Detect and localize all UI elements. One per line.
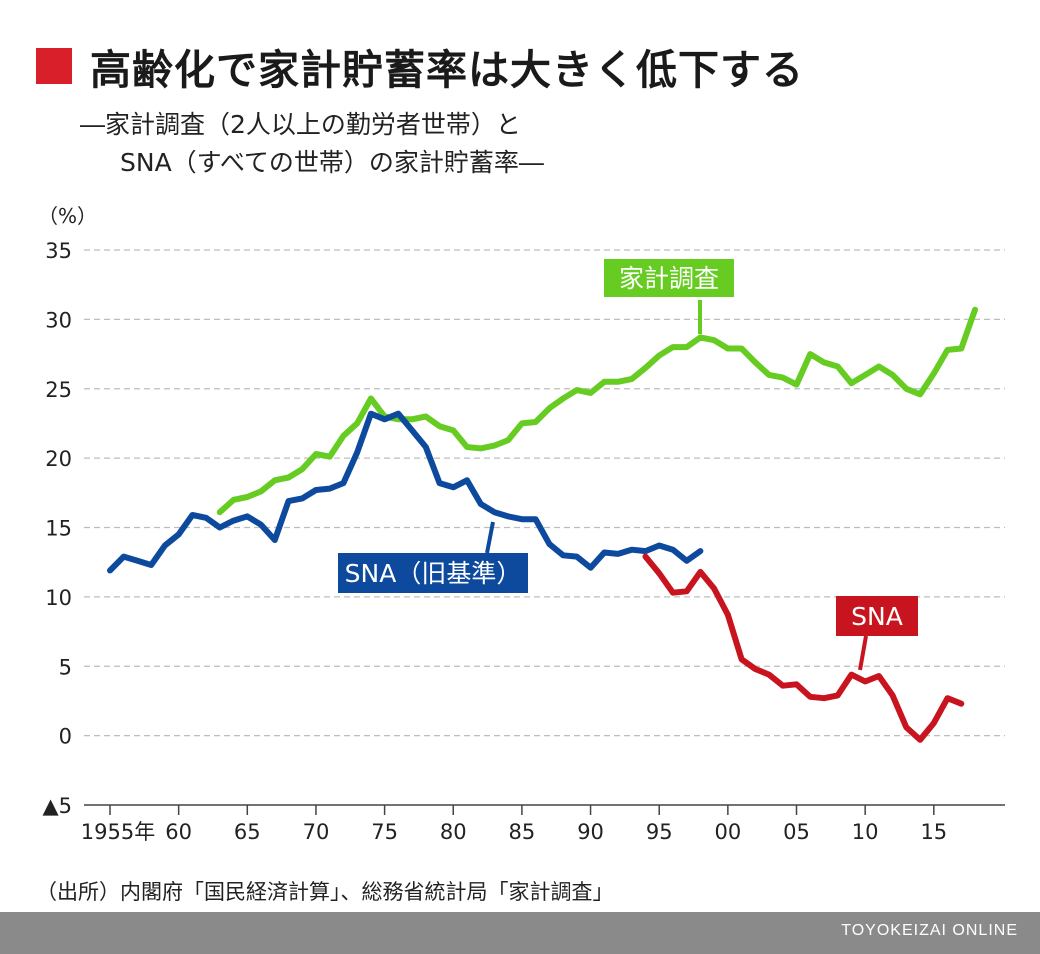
source-note: （出所）内閣府「国民経済計算」、総務省統計局「家計調査」	[36, 880, 614, 904]
y-tick-label: 30	[45, 308, 72, 332]
series-label-box	[604, 259, 734, 297]
title-marker	[36, 48, 72, 84]
y-tick-label: 20	[45, 447, 72, 471]
chart-title: 高齢化で家計貯蓄率は大きく低下する	[90, 46, 804, 94]
x-tick-label: 80	[440, 820, 467, 844]
series-label-box	[836, 596, 918, 636]
y-tick-label: 25	[45, 378, 72, 402]
y-axis-unit: （%）	[38, 204, 97, 228]
title-block: 高齢化で家計貯蓄率は大きく低下する	[36, 36, 804, 96]
y-tick-label: 15	[45, 517, 72, 541]
x-tick-label: 05	[783, 820, 810, 844]
series-line	[642, 553, 965, 743]
y-tick-label: 5	[59, 655, 72, 679]
x-tick-label: 65	[234, 820, 261, 844]
subtitle-line-2: SNA（すべての世帯）の家計貯蓄率―	[120, 148, 544, 177]
subtitle-line-1: ―家計調査（2人以上の勤労者世帯）と	[80, 110, 521, 139]
series-label-box	[338, 553, 528, 593]
x-tick-label: 85	[509, 820, 536, 844]
x-tick-label: 95	[646, 820, 673, 844]
footer-bar: TOYOKEIZAI ONLINE	[0, 912, 1040, 954]
series-label: SNA（旧基準）	[345, 559, 522, 588]
x-tick-label: 60	[165, 820, 192, 844]
y-tick-label: 35	[45, 239, 72, 263]
y-tick-label: 0	[59, 725, 72, 749]
x-tick-label: 00	[714, 820, 741, 844]
x-tick-label: 15	[920, 820, 947, 844]
callout-pointer	[485, 521, 495, 554]
y-tick-label: 10	[45, 586, 72, 610]
series-line	[107, 410, 704, 574]
x-tick-label: 70	[303, 820, 330, 844]
callout-pointer	[858, 635, 868, 671]
y-tick-label: ▲5	[42, 794, 72, 818]
x-tick-label: 75	[371, 820, 398, 844]
chart-subtitle: ―家計調査（2人以上の勤労者世帯）と SNA（すべての世帯）の家計貯蓄率―	[80, 106, 544, 182]
x-tick-label: 10	[852, 820, 879, 844]
series-line	[216, 306, 978, 516]
series-label: SNA	[851, 602, 903, 631]
x-tick-label: 1955年	[81, 820, 155, 844]
series-label: 家計調査	[619, 264, 719, 293]
x-tick-label: 90	[577, 820, 604, 844]
publisher-credit: TOYOKEIZAI ONLINE	[841, 922, 1018, 939]
